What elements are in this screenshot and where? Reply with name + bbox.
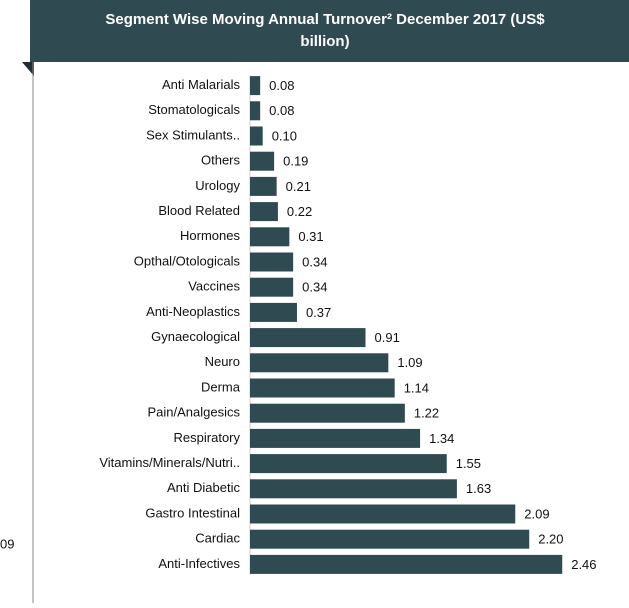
value-label: 0.08 bbox=[269, 78, 294, 93]
value-label: 1.22 bbox=[414, 406, 439, 421]
category-label: Others bbox=[201, 153, 241, 168]
value-label: 2.46 bbox=[571, 557, 596, 572]
category-label: Neuro bbox=[205, 354, 240, 369]
bar bbox=[250, 202, 278, 222]
category-label: Gastro Intestinal bbox=[145, 505, 240, 520]
bar bbox=[250, 176, 277, 196]
value-label: 0.31 bbox=[298, 229, 323, 244]
value-label: 1.55 bbox=[456, 456, 481, 471]
bar bbox=[250, 504, 516, 524]
value-label: 0.34 bbox=[302, 280, 327, 295]
value-label: 0.21 bbox=[286, 179, 311, 194]
bar bbox=[250, 126, 263, 146]
category-label: Opthal/Otologicals bbox=[134, 253, 241, 268]
value-label: 0.08 bbox=[269, 103, 294, 118]
value-label: 1.14 bbox=[404, 380, 429, 395]
category-label: Hormones bbox=[180, 228, 240, 243]
bar bbox=[250, 479, 457, 499]
value-label: 2.09 bbox=[524, 506, 549, 521]
value-label: 1.09 bbox=[397, 355, 422, 370]
value-label: 0.91 bbox=[375, 330, 400, 345]
category-label: Urology bbox=[195, 178, 240, 193]
category-label: Anti-Neoplastics bbox=[146, 304, 240, 319]
bar bbox=[250, 554, 563, 574]
bar bbox=[250, 428, 421, 448]
category-label: Pain/Analgesics bbox=[148, 405, 241, 420]
banner-fold bbox=[22, 62, 34, 76]
category-label: Sex Stimulants.. bbox=[146, 127, 240, 142]
category-label: Vaccines bbox=[188, 279, 240, 294]
bar bbox=[250, 252, 294, 272]
value-label: 0.19 bbox=[283, 154, 308, 169]
bar bbox=[250, 529, 530, 549]
value-label: 2.20 bbox=[538, 532, 563, 547]
chart-title: Segment Wise Moving Annual Turnover² Dec… bbox=[105, 11, 545, 28]
category-label: Cardiac bbox=[195, 531, 240, 546]
bar bbox=[250, 227, 290, 247]
category-label: Derma bbox=[201, 379, 241, 394]
category-label: Respiratory bbox=[174, 430, 241, 445]
category-label: Stomatologicals bbox=[148, 102, 240, 117]
chart-title: billion) bbox=[300, 33, 349, 50]
value-label: 0.37 bbox=[306, 305, 331, 320]
category-label: Blood Related bbox=[158, 203, 240, 218]
bar bbox=[250, 101, 261, 121]
category-label: Anti Malarials bbox=[162, 77, 241, 92]
value-label: 0.22 bbox=[287, 204, 312, 219]
bar bbox=[250, 302, 297, 322]
bar bbox=[250, 277, 294, 297]
category-label: Anti-Infectives bbox=[158, 556, 240, 571]
category-label: Vitamins/Minerals/Nutri.. bbox=[99, 455, 240, 470]
value-label: 1.63 bbox=[466, 481, 491, 496]
category-label: Anti Diabetic bbox=[167, 480, 240, 495]
bar bbox=[250, 151, 275, 171]
bar bbox=[250, 328, 366, 348]
value-label: 1.34 bbox=[429, 431, 454, 446]
annotation: 09 bbox=[0, 536, 14, 551]
bar bbox=[250, 378, 395, 398]
title-banner bbox=[30, 0, 629, 62]
bar bbox=[250, 76, 261, 96]
category-label: Gynaecological bbox=[151, 329, 240, 344]
value-label: 0.34 bbox=[302, 254, 327, 269]
value-label: 0.10 bbox=[272, 128, 297, 143]
bar bbox=[250, 403, 405, 423]
bar bbox=[250, 454, 447, 474]
bar bbox=[250, 353, 389, 373]
